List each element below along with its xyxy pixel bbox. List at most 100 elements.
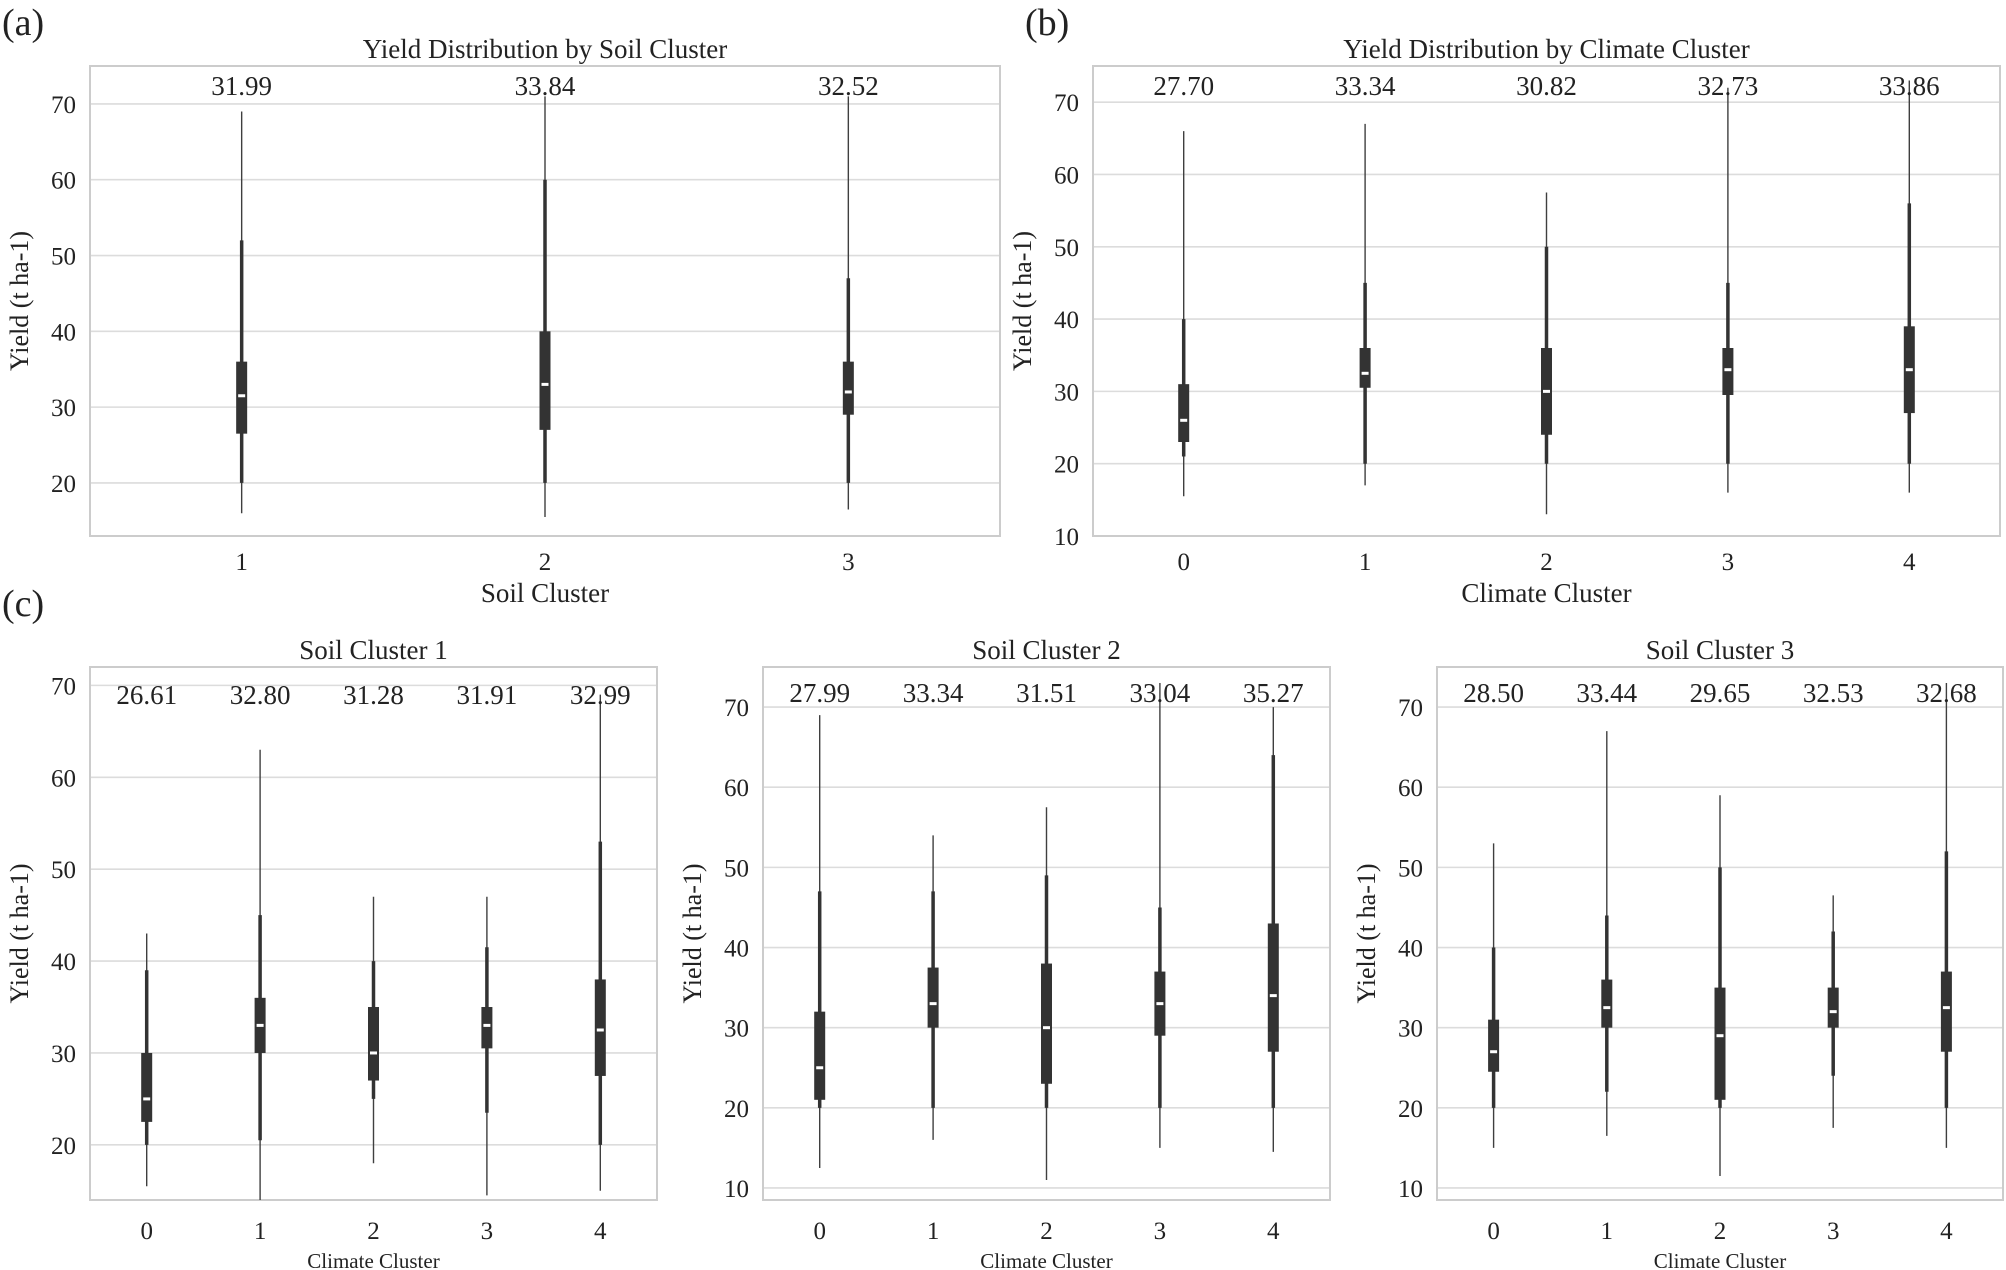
y-tick-label: 70 bbox=[724, 695, 749, 722]
violin-3 bbox=[843, 96, 854, 510]
x-tick-label: 0 bbox=[1177, 549, 1190, 576]
violin-iqr-box bbox=[1041, 963, 1052, 1084]
mean-label: 33.44 bbox=[1576, 678, 1637, 708]
mean-label: 35.27 bbox=[1243, 678, 1304, 708]
y-tick-label: 40 bbox=[1054, 307, 1079, 334]
x-tick-label: 2 bbox=[1540, 549, 1553, 576]
y-tick-label: 50 bbox=[1398, 855, 1423, 882]
y-tick-label: 50 bbox=[51, 857, 76, 884]
y-tick-label: 30 bbox=[1054, 379, 1079, 406]
x-tick-label: 3 bbox=[1154, 1218, 1167, 1245]
y-axis-label: Yield (t ha-1) bbox=[678, 863, 707, 1003]
plot-frame bbox=[89, 666, 658, 1201]
y-tick-label: 10 bbox=[1054, 524, 1079, 551]
x-axis-label: Climate Cluster bbox=[980, 1249, 1112, 1270]
y-tick-label: 30 bbox=[51, 395, 76, 422]
plot-frame bbox=[1092, 65, 2001, 537]
violin-iqr-box bbox=[1178, 384, 1190, 442]
violin-1 bbox=[236, 111, 248, 514]
panel-letter: (c) bbox=[2, 583, 44, 625]
panel-a: 20 30 40 50 60 70 31.99 1 33.84 2 32.52 3 Yield Dist… bbox=[2, 2, 1001, 608]
x-tick-label: 1 bbox=[927, 1218, 940, 1245]
y-tick-label: 10 bbox=[1398, 1176, 1423, 1203]
y-tick-label: 40 bbox=[51, 319, 76, 346]
mean-label: 32.52 bbox=[818, 71, 879, 101]
mean-label: 32.53 bbox=[1803, 678, 1864, 708]
y-tick-label: 60 bbox=[724, 775, 749, 802]
violin-4 bbox=[1268, 707, 1279, 1152]
x-axis-label: Soil Cluster bbox=[481, 578, 609, 608]
x-axis-label: Climate Cluster bbox=[1654, 1249, 1786, 1270]
violin-iqr-box bbox=[481, 1007, 493, 1049]
panel-c1: 20 30 40 50 60 70 26.61 0 32.80 1 31.28 2 31.91 3 32.9… bbox=[2, 583, 658, 1270]
x-tick-label: 3 bbox=[1722, 549, 1735, 576]
y-tick-label: 20 bbox=[51, 1133, 76, 1160]
violin-2 bbox=[1541, 193, 1552, 515]
violin-iqr-box bbox=[1722, 348, 1734, 395]
panel-title: Yield Distribution by Climate Cluster bbox=[1343, 34, 1749, 64]
y-axis-label: Yield (t ha-1) bbox=[1008, 231, 1037, 371]
violin-2 bbox=[368, 897, 379, 1164]
violin-4 bbox=[1941, 683, 1952, 1148]
x-tick-label: 3 bbox=[1827, 1218, 1840, 1245]
y-tick-label: 20 bbox=[51, 471, 76, 498]
mean-label: 27.70 bbox=[1153, 71, 1214, 101]
y-tick-label: 50 bbox=[724, 855, 749, 882]
y-tick-label: 40 bbox=[1398, 936, 1423, 963]
violin-2 bbox=[1715, 795, 1726, 1176]
y-tick-label: 60 bbox=[51, 765, 76, 792]
violin-iqr-box bbox=[1359, 348, 1371, 388]
x-tick-label: 4 bbox=[1267, 1218, 1280, 1245]
mean-label: 31.91 bbox=[457, 680, 518, 710]
x-tick-label: 2 bbox=[1040, 1218, 1053, 1245]
panel-c2: 10 20 30 40 50 60 70 27.99 0 33.34 1 31.51 2 33.04 3 35… bbox=[678, 635, 1331, 1270]
x-axis-label: Climate Cluster bbox=[1461, 578, 1631, 608]
plot-frame bbox=[1436, 666, 2004, 1201]
y-axis-label: Yield (t ha-1) bbox=[1352, 863, 1381, 1003]
y-axis-label: Yield (t ha-1) bbox=[5, 863, 34, 1003]
x-tick-label: 1 bbox=[235, 549, 248, 576]
violin-iqr-box bbox=[1601, 979, 1613, 1028]
violin-iqr-box bbox=[1940, 971, 1952, 1052]
mean-label: 31.51 bbox=[1016, 678, 1077, 708]
panel-title: Soil Cluster 3 bbox=[1646, 635, 1795, 665]
mean-label: 32.68 bbox=[1916, 678, 1977, 708]
panel-title: Yield Distribution by Soil Cluster bbox=[363, 34, 728, 64]
x-tick-label: 0 bbox=[813, 1218, 826, 1245]
violin-3 bbox=[1154, 683, 1166, 1148]
violin-iqr-box bbox=[1488, 1019, 1500, 1072]
x-tick-label: 1 bbox=[254, 1218, 267, 1245]
panel-title: Soil Cluster 2 bbox=[972, 635, 1121, 665]
x-tick-label: 3 bbox=[842, 549, 855, 576]
x-tick-label: 4 bbox=[594, 1218, 607, 1245]
mean-label: 31.28 bbox=[343, 680, 404, 710]
violin-iqr-box bbox=[236, 361, 248, 434]
x-tick-label: 1 bbox=[1359, 549, 1372, 576]
violin-0 bbox=[814, 715, 826, 1168]
violin-iqr-box bbox=[927, 967, 939, 1028]
y-tick-label: 70 bbox=[51, 673, 76, 700]
plot-frame bbox=[89, 65, 1001, 537]
mean-label: 32.99 bbox=[570, 680, 631, 710]
x-tick-label: 2 bbox=[367, 1218, 380, 1245]
x-tick-label: 1 bbox=[1601, 1218, 1614, 1245]
violin-4 bbox=[1904, 80, 1915, 493]
mean-label: 33.34 bbox=[903, 678, 964, 708]
violin-1 bbox=[1360, 124, 1371, 486]
panel-letter: (a) bbox=[2, 2, 44, 44]
panel-b: 10 20 30 40 50 60 70 27.70 0 33.34 1 30.82 2 32.73 3 33… bbox=[1008, 2, 2001, 608]
x-tick-label: 2 bbox=[539, 549, 552, 576]
y-tick-label: 30 bbox=[1398, 1016, 1423, 1043]
x-axis-label: Climate Cluster bbox=[307, 1249, 439, 1270]
violin-iqr-box bbox=[814, 1011, 826, 1100]
y-tick-label: 20 bbox=[1054, 452, 1079, 479]
panel-title: Soil Cluster 1 bbox=[299, 635, 448, 665]
mean-label: 29.65 bbox=[1690, 678, 1751, 708]
plot-frame bbox=[762, 666, 1331, 1201]
violin-iqr-box bbox=[141, 1052, 153, 1122]
mean-label: 31.99 bbox=[211, 71, 272, 101]
panel-letter: (b) bbox=[1025, 2, 1069, 44]
violin-0 bbox=[141, 934, 153, 1187]
y-tick-label: 60 bbox=[51, 168, 76, 195]
